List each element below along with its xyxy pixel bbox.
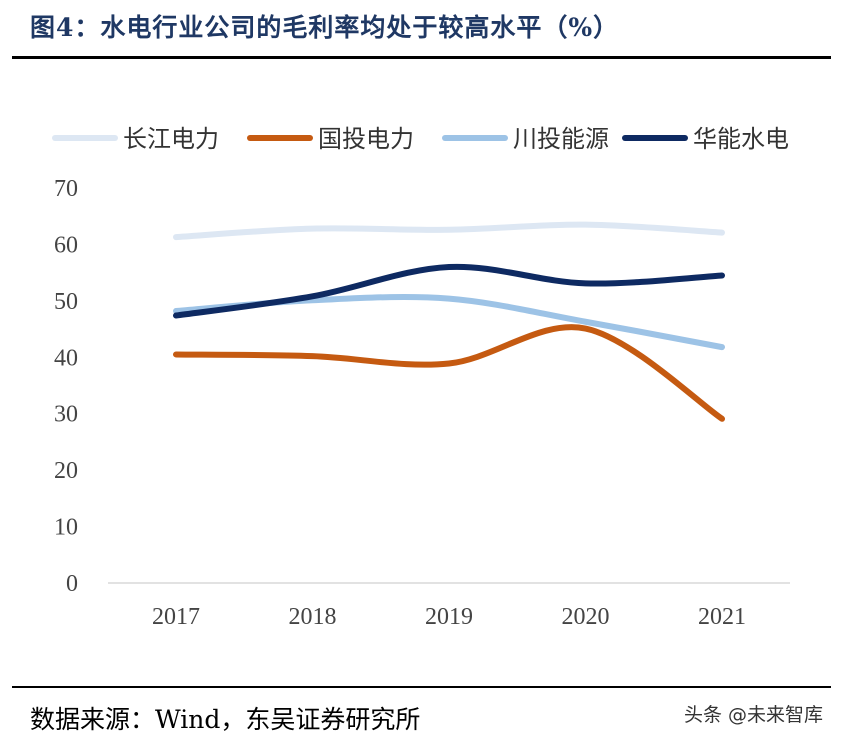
y-tick-label: 30	[54, 402, 78, 428]
y-tick-label: 50	[54, 289, 78, 315]
source-note: 数据来源：Wind，东吴证券研究所	[30, 705, 421, 734]
y-tick-label: 70	[54, 176, 78, 202]
legend-label: 华能水电	[693, 125, 789, 153]
y-tick-label: 60	[54, 232, 78, 258]
series-line-华能水电	[173, 263, 725, 319]
line-chart: 0 10 20 30 40 50 60 70 2017 2018 2019 2020 2021 长江电力 国…	[52, 125, 790, 630]
bottom-rule	[12, 686, 831, 688]
top-rule	[12, 56, 831, 59]
legend-label: 长江电力	[123, 125, 219, 153]
y-tick-label: 10	[54, 515, 78, 541]
x-tick-label: 2017	[152, 604, 200, 630]
x-tick-label: 2020	[562, 604, 610, 630]
legend-label: 川投能源	[513, 125, 609, 153]
watermark: 头条 @未来智库	[683, 704, 823, 726]
y-tick-label: 0	[66, 571, 78, 597]
y-tick-label: 40	[54, 345, 78, 371]
figure-title: 图4：水电行业公司的毛利率均处于较高水平（%）	[30, 13, 620, 42]
series-line-国投电力	[173, 324, 725, 422]
series-line-长江电力	[173, 221, 725, 241]
x-tick-label: 2018	[289, 604, 337, 630]
legend-label: 国投电力	[318, 125, 414, 153]
y-tick-label: 20	[54, 458, 78, 484]
x-tick-label: 2021	[698, 604, 746, 630]
x-tick-label: 2019	[425, 604, 473, 630]
